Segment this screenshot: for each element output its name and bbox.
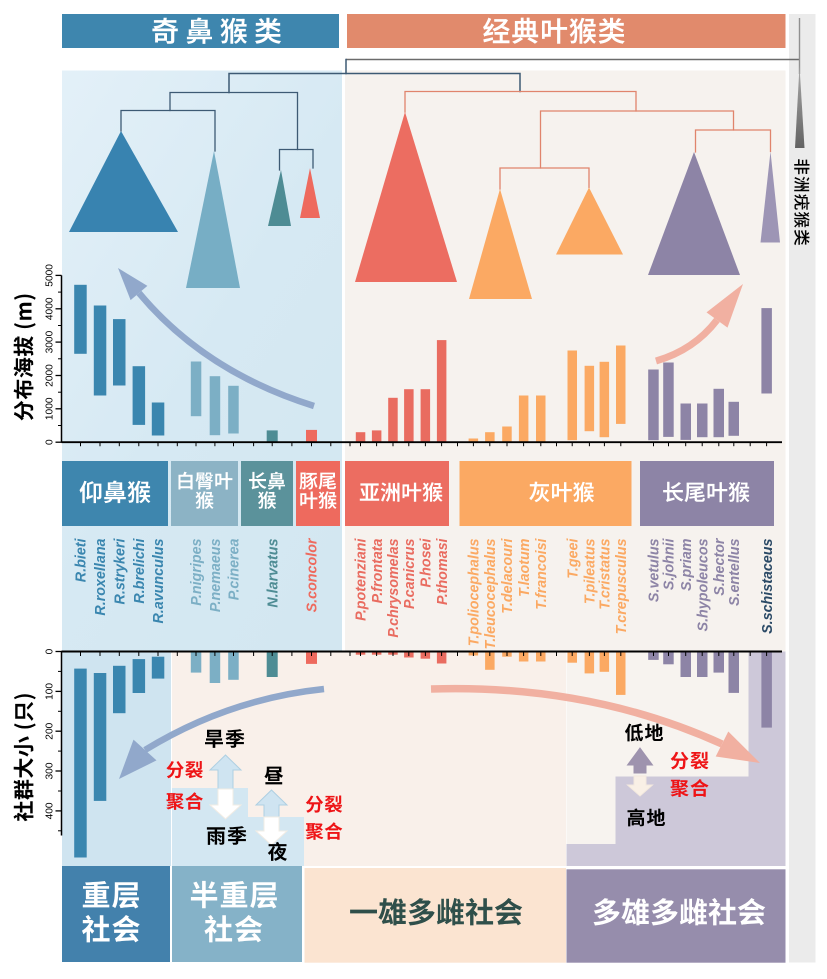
- svg-text:P.nemaeus: P.nemaeus: [208, 538, 224, 612]
- svg-text:P.nigripes: P.nigripes: [189, 538, 205, 605]
- svg-text:R.brelichi: R.brelichi: [132, 537, 148, 603]
- svg-text:3000: 3000: [45, 330, 56, 353]
- svg-text:S.concolor: S.concolor: [305, 537, 321, 612]
- svg-text:P.thomasi: P.thomasi: [435, 537, 451, 605]
- svg-text:S.schistaceus: S.schistaceus: [760, 538, 776, 633]
- svg-text:200: 200: [45, 722, 56, 739]
- svg-text:P.hosei: P.hosei: [419, 537, 435, 587]
- svg-text:T.delacouri: T.delacouri: [500, 537, 516, 613]
- svg-text:R.bieti: R.bieti: [74, 537, 90, 582]
- svg-text:R.roxellana: R.roxellana: [93, 538, 109, 615]
- svg-text:P.canicrus: P.canicrus: [402, 538, 418, 609]
- svg-text:T.cristatus: T.cristatus: [598, 538, 614, 609]
- svg-text:N.larvatus: N.larvatus: [265, 538, 281, 607]
- svg-text:S.hypoleucos: S.hypoleucos: [695, 538, 711, 631]
- svg-text:100: 100: [45, 683, 56, 700]
- svg-text:1000: 1000: [45, 397, 56, 420]
- svg-text:T.leucocephalus: T.leucocephalus: [483, 538, 499, 649]
- svg-text:R.avunculus: R.avunculus: [151, 538, 167, 623]
- svg-text:R.strykeri: R.strykeri: [112, 537, 128, 604]
- svg-text:T.francoisi: T.francoisi: [534, 537, 550, 609]
- svg-text:400: 400: [45, 802, 56, 819]
- svg-text:P.potenziani: P.potenziani: [354, 537, 370, 620]
- svg-text:2000: 2000: [45, 364, 56, 387]
- svg-text:5000: 5000: [45, 264, 56, 287]
- svg-text:P.cinerea: P.cinerea: [227, 538, 243, 600]
- svg-text:0: 0: [45, 439, 56, 445]
- svg-text:S.hector: S.hector: [712, 537, 728, 596]
- svg-text:300: 300: [45, 762, 56, 779]
- svg-text:S.priam: S.priam: [679, 538, 695, 591]
- svg-text:T.crepusculus: T.crepusculus: [614, 538, 630, 634]
- svg-text:S.entellus: S.entellus: [727, 538, 743, 606]
- svg-text:T.poliocephalus: T.poliocephalus: [467, 538, 483, 646]
- svg-text:S.johnii: S.johnii: [662, 537, 678, 590]
- svg-text:4000: 4000: [45, 297, 56, 320]
- svg-text:S.vetulus: S.vetulus: [647, 538, 663, 602]
- svg-text:0: 0: [45, 648, 56, 654]
- svg-text:T.pileatus: T.pileatus: [583, 538, 599, 604]
- svg-text:T.laotum: T.laotum: [517, 538, 533, 597]
- svg-text:T.geei: T.geei: [565, 537, 581, 578]
- svg-text:P.chrysomelas: P.chrysomelas: [386, 538, 402, 637]
- svg-text:P.frontata: P.frontata: [370, 538, 386, 603]
